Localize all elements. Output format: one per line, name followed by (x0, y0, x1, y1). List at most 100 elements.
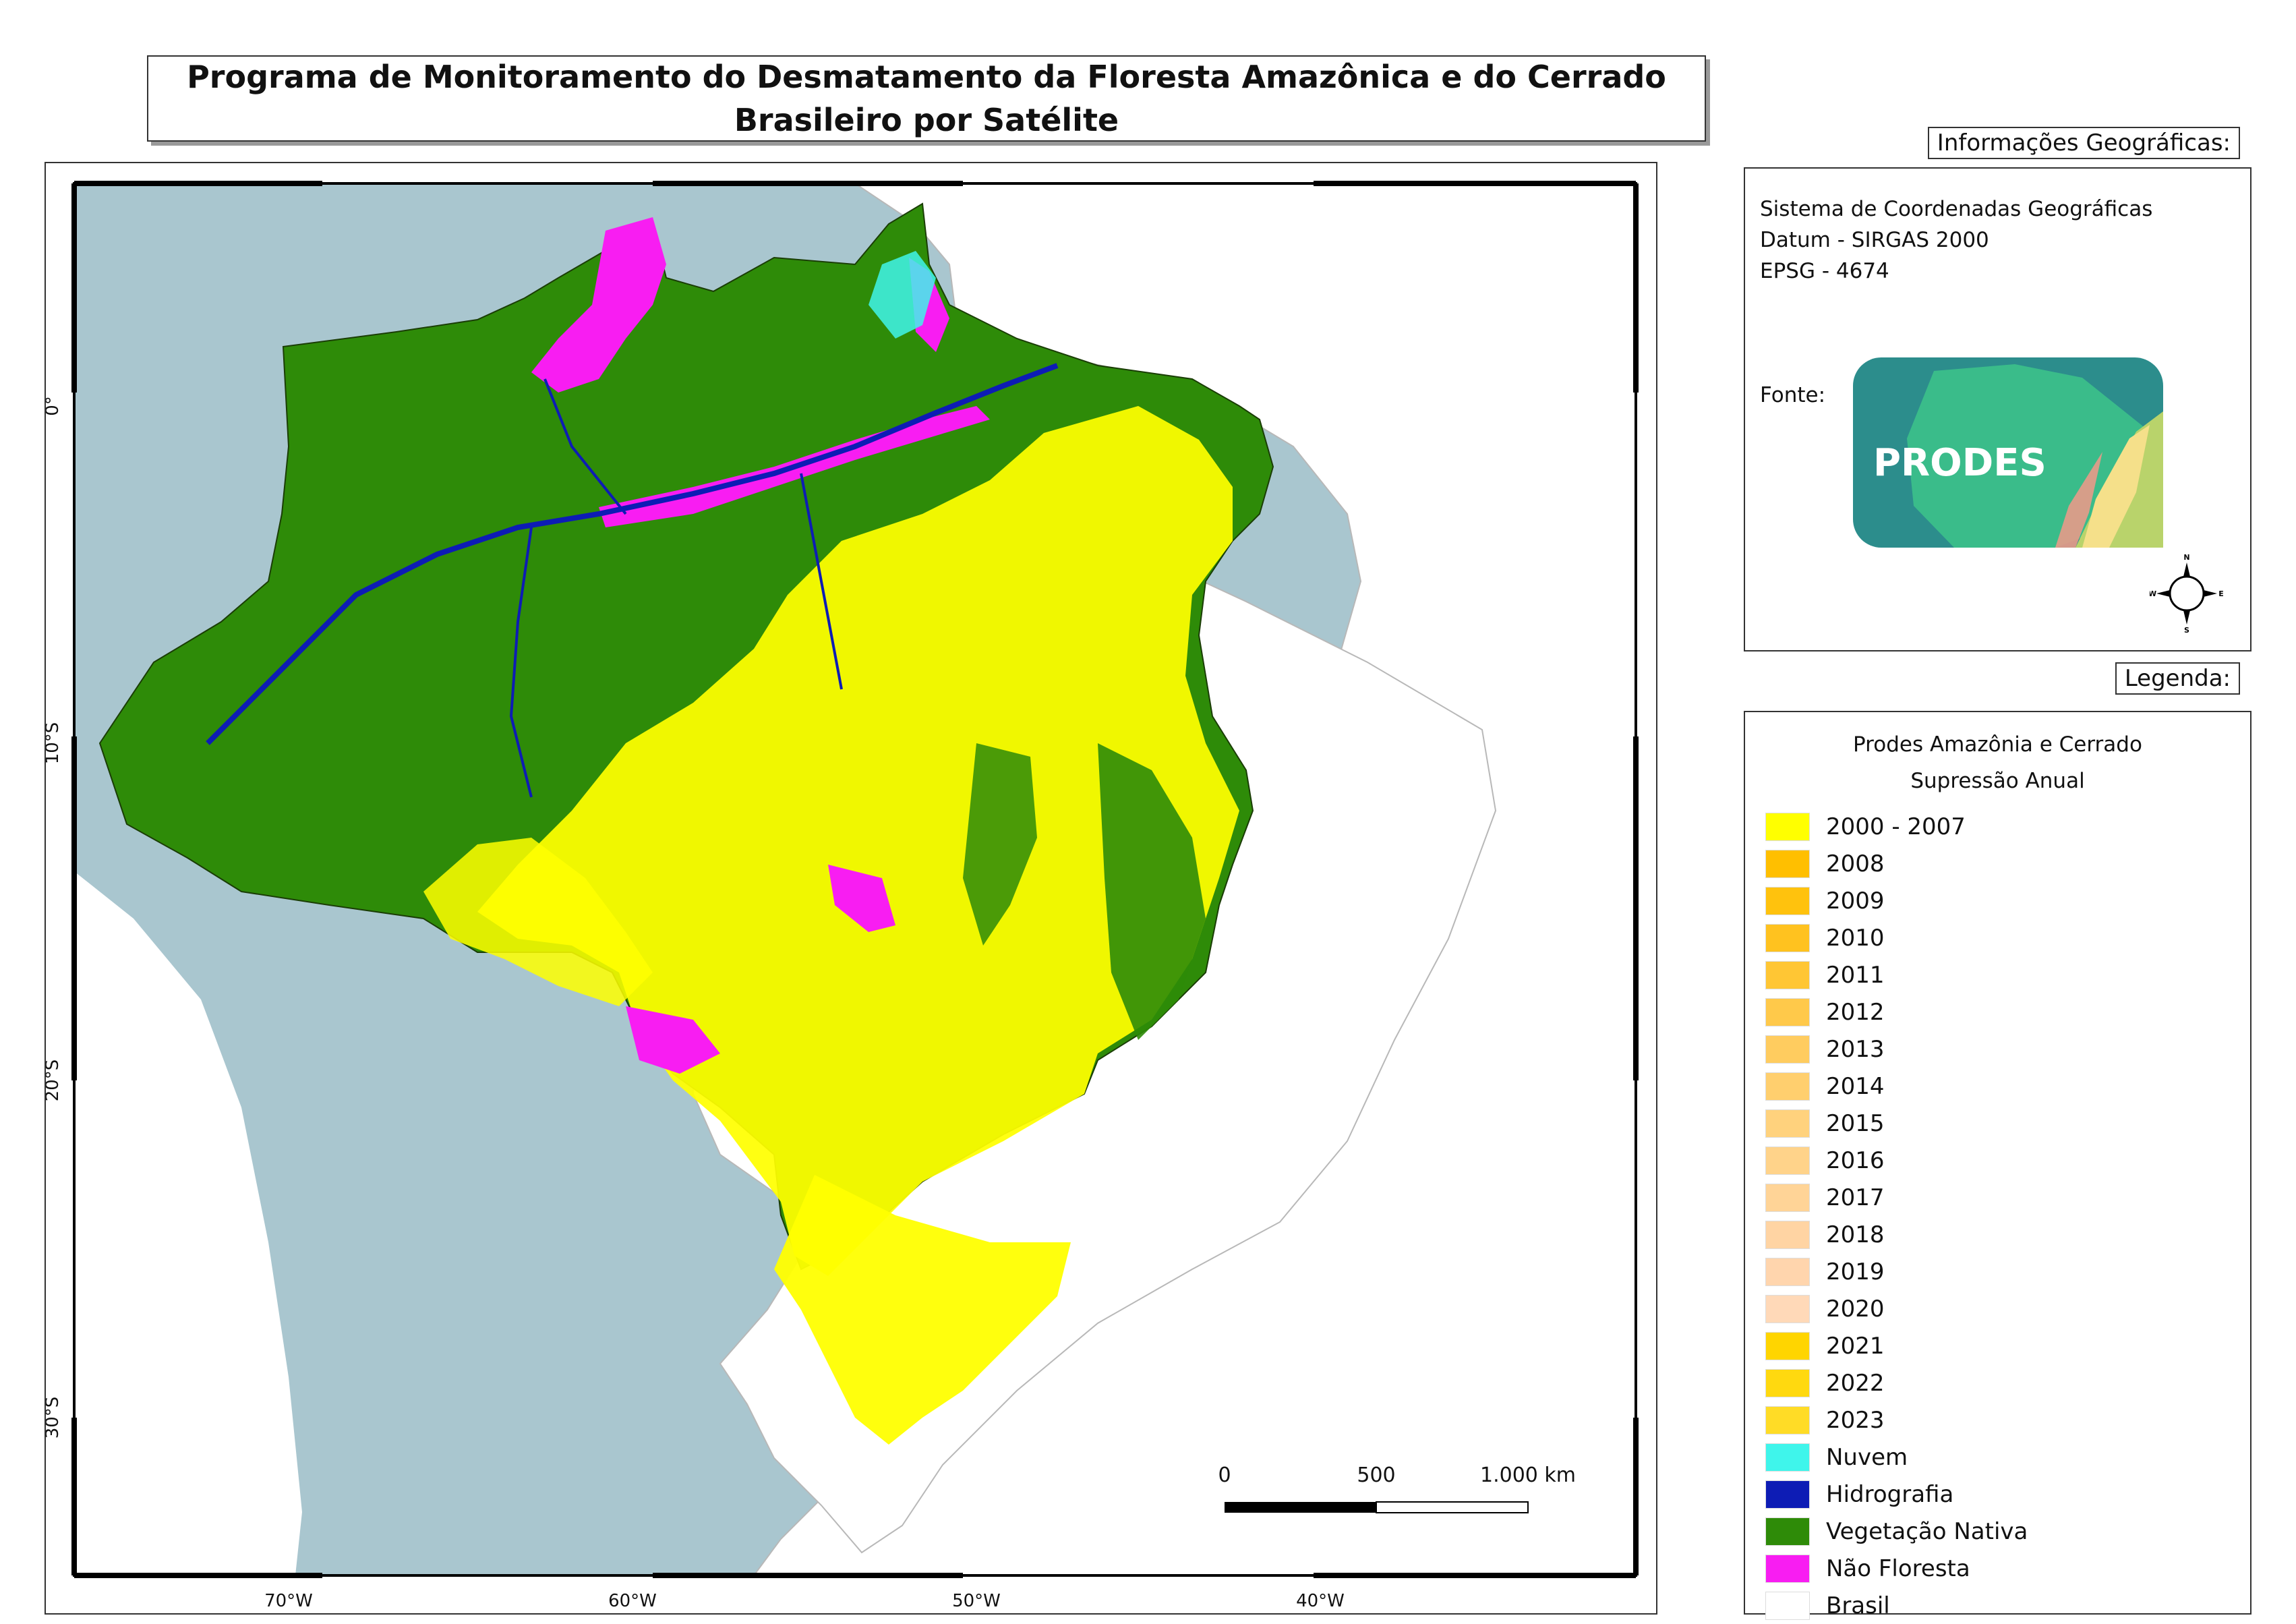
legend-box: Prodes Amazônia e Cerrado Supressão Anua… (1744, 711, 2251, 1620)
legend-item: 2016 (1765, 1142, 2028, 1179)
legend-label: Hidrografia (1826, 1480, 1954, 1508)
legend-item: 2011 (1765, 956, 2028, 993)
geo-line-crs: Sistema de Coordenadas Geográficas (1760, 197, 2153, 221)
scale-bar-black-segment (1225, 1502, 1376, 1513)
north-pointer-icon (2183, 562, 2190, 577)
lon-label-50w: 50°W (952, 1591, 1001, 1611)
scale-label-0: 0 (1218, 1463, 1231, 1487)
legend-swatch (1765, 1591, 1810, 1620)
nonforest-rondonia (828, 865, 895, 932)
legend-label: 2023 (1826, 1406, 1885, 1434)
north-label: N (2183, 553, 2189, 562)
legend-label: 2010 (1826, 924, 1885, 952)
legend-item: 2013 (1765, 1031, 2028, 1068)
geo-line-datum: Datum - SIRGAS 2000 (1760, 228, 1989, 252)
legend-swatch (1765, 1109, 1810, 1138)
legend-item: Vegetação Nativa (1765, 1513, 2028, 1550)
legend-swatch (1765, 1517, 1810, 1546)
deforestation-west (423, 838, 653, 1006)
north-arrow: N S W E (2150, 553, 2224, 634)
tributary-2 (800, 473, 843, 690)
legend-swatch (1765, 812, 1810, 841)
legend-label: 2012 (1826, 998, 1885, 1026)
tributary-1 (509, 527, 533, 798)
prodes-logo: PRODES (1853, 357, 2163, 548)
legend-label: 2021 (1826, 1332, 1885, 1360)
cerrado-forest-patch (1098, 743, 1206, 1040)
legend-swatch (1765, 1146, 1810, 1175)
legend-label: 2014 (1826, 1072, 1885, 1100)
legend-swatch (1765, 1554, 1810, 1583)
legend-item: 2022 (1765, 1364, 2028, 1401)
scale-bar-white-segment (1376, 1501, 1529, 1513)
legend-label: 2008 (1826, 850, 1885, 877)
map-canvas: 0° 10°S 20°S 30°S 70°W 60°W 50°W 40°W 0 … (46, 181, 1639, 1611)
legend-item: 2014 (1765, 1068, 2028, 1105)
legend-swatch (1765, 1480, 1810, 1509)
lon-label-60w: 60°W (608, 1591, 657, 1611)
pacific-ocean (74, 871, 302, 1575)
deforestation-south (774, 1175, 1071, 1445)
legend-swatch (1765, 849, 1810, 878)
west-pointer-icon (2156, 590, 2170, 597)
legend-item: 2010 (1765, 919, 2028, 956)
legend-swatch (1765, 1220, 1810, 1249)
title-box: Programa de Monitoramento do Desmatament… (147, 55, 1706, 142)
lat-label-20s: 20°S (46, 1060, 63, 1102)
legend-label: 2009 (1826, 887, 1885, 915)
geo-line-epsg: EPSG - 4674 (1760, 259, 1889, 283)
legend-label: 2020 (1826, 1295, 1885, 1323)
amazon-river (206, 363, 1059, 745)
legend-label: Vegetação Nativa (1826, 1517, 2028, 1545)
legend-swatch (1765, 923, 1810, 952)
prodes-logo-text: PRODES (1873, 441, 2047, 485)
south-pointer-icon (2183, 610, 2190, 625)
legend-item: 2023 (1765, 1401, 2028, 1439)
legend-swatch (1765, 1035, 1810, 1064)
east-pointer-icon (2204, 590, 2217, 597)
legend-item: 2017 (1765, 1179, 2028, 1216)
legend-label: Não Floresta (1826, 1555, 1970, 1582)
legend-title: Prodes Amazônia e Cerrado (1853, 732, 2142, 757)
legend-item: 2018 (1765, 1216, 2028, 1253)
legend-item: 2015 (1765, 1105, 2028, 1142)
legend-label: 2019 (1826, 1258, 1885, 1285)
legend-item: Não Floresta (1765, 1550, 2028, 1587)
tributary-3 (543, 378, 627, 515)
legend-label: 2018 (1826, 1221, 1885, 1248)
scale-bar: 0 500 1.000 km (1218, 1463, 1576, 1513)
legend-item: 2000 - 2007 (1765, 808, 2028, 845)
neatline-ticks (71, 181, 1639, 1578)
geo-info-tab: Informações Geográficas: (1927, 127, 2240, 159)
legend-item: 2019 (1765, 1253, 2028, 1290)
legend-label: 2022 (1826, 1369, 1885, 1397)
legend-item: 2009 (1765, 882, 2028, 919)
legend-label: 2016 (1826, 1147, 1885, 1174)
cloud-area (869, 251, 936, 339)
legend-swatch (1765, 1294, 1810, 1323)
lon-label-70w: 70°W (264, 1591, 313, 1611)
legend-swatch (1765, 1368, 1810, 1397)
legend-item: 2020 (1765, 1290, 2028, 1327)
legend-swatch (1765, 886, 1810, 915)
legend-swatch (1765, 960, 1810, 989)
geo-info-box: Sistema de Coordenadas Geográficas Datum… (1744, 167, 2251, 651)
lat-label-0: 0° (46, 396, 63, 416)
legend-item: 2008 (1765, 845, 2028, 882)
legend-tab: Legenda: (2115, 662, 2240, 695)
west-label: W (2150, 589, 2156, 598)
legend-label: Brasil (1826, 1592, 1890, 1619)
legend-swatch (1765, 1257, 1810, 1286)
legend-swatch (1765, 1405, 1810, 1434)
map-title: Programa de Monitoramento do Desmatament… (187, 59, 1666, 138)
lat-label-30s: 30°S (46, 1397, 63, 1439)
nonforest-south (626, 1006, 720, 1074)
nonforest-roraima (531, 217, 666, 393)
east-label: E (2218, 589, 2224, 598)
legend-label: 2015 (1826, 1109, 1885, 1137)
cerrado-forest-patch-2 (963, 743, 1037, 946)
compass-icon (2169, 575, 2205, 612)
legend-swatch (1765, 997, 1810, 1026)
legend-subtitle: Supressão Anual (1910, 769, 2085, 793)
legend-swatch (1765, 1072, 1810, 1101)
